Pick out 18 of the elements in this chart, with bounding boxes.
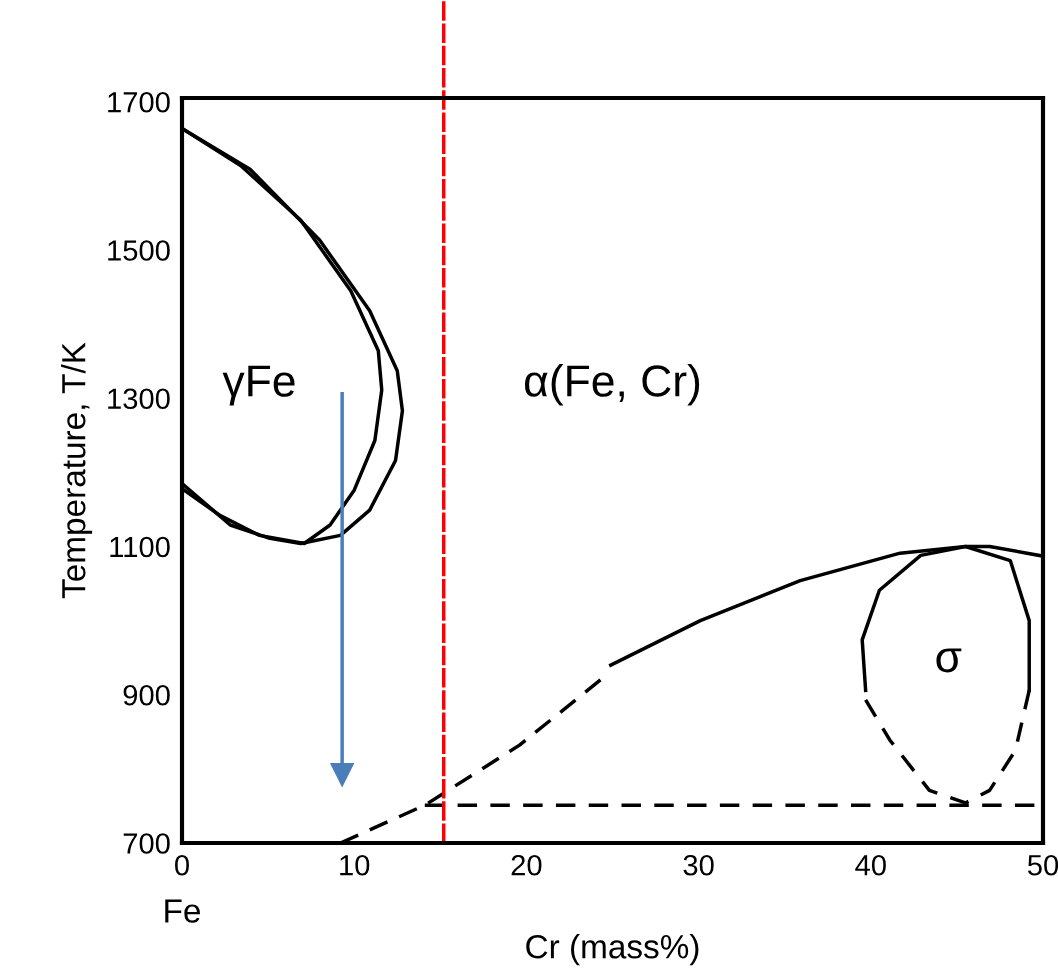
y-tick-label: 1500 (108, 240, 170, 261)
y-tick-label: 700 (123, 833, 170, 854)
annotation: σ (936, 648, 962, 673)
annotation: γFe (222, 365, 295, 406)
x-tick-label: 30 (683, 854, 714, 876)
y-tick-label: 1300 (108, 388, 170, 410)
annotation: α(Fe, Cr) (525, 364, 700, 406)
x-tick-label: 50 (1027, 854, 1058, 876)
x-tick-label: 0 (175, 854, 189, 876)
y-tick-label: 1100 (110, 536, 170, 558)
x-axis-title: Cr (mass%) (526, 934, 699, 966)
y-tick-label: 900 (123, 684, 170, 706)
x-tick-label: 20 (511, 854, 542, 876)
x-tick-label: 10 (340, 854, 370, 876)
text: Fe (165, 899, 200, 923)
y-axis-title: Temperature, T/K (61, 342, 93, 599)
x-tick-label: 40 (855, 854, 886, 876)
y-tick-label: 1700 (108, 91, 170, 113)
